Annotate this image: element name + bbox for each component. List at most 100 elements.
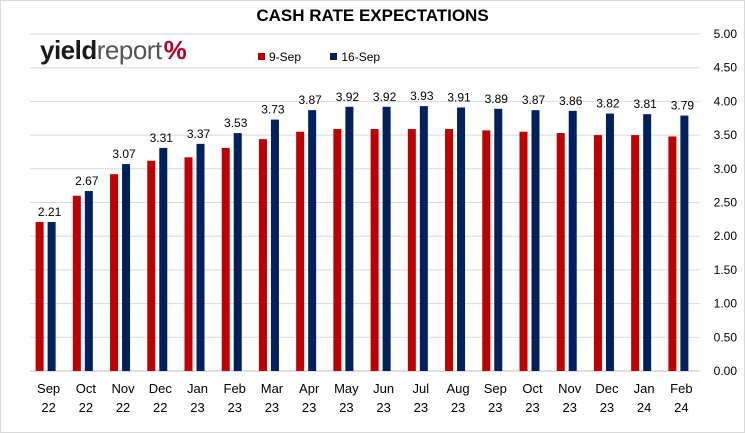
bar-16-sep [233,133,242,371]
data-label-16-sep: 3.87 [298,93,322,107]
bar-9-sep [35,222,44,371]
bar-9-sep [482,130,491,371]
y-tick-label: 4.00 [714,94,738,108]
bar-16-sep [122,164,131,371]
x-tick-label-year: 22 [153,400,167,415]
x-tick-label-year: 24 [637,400,651,415]
legend-label-16-sep: 16-Sep [341,49,381,64]
x-tick-label-year: 23 [488,400,502,415]
data-label-16-sep: 2.21 [38,205,62,219]
y-tick-label: 0.00 [714,364,738,378]
bar-9-sep [110,174,119,371]
data-label-16-sep: 3.92 [373,90,397,104]
bar-9-sep [593,135,602,371]
data-label-16-sep: 3.53 [224,116,248,130]
bar-9-sep [631,135,640,371]
bar-9-sep [72,195,81,371]
bar-16-sep [382,106,391,372]
x-tick-label-year: 23 [190,400,204,415]
legend-swatch-9-sep [258,53,265,60]
bar-9-sep [296,131,305,371]
x-tick-label-month: Oct [76,381,97,396]
x-tick-label-year: 22 [41,400,55,415]
y-tick-label: 4.50 [714,61,738,75]
data-label-16-sep: 3.79 [671,99,695,113]
x-tick-label-month: Sep [37,381,60,396]
bar-9-sep [333,129,342,371]
x-tick-label-year: 22 [116,400,130,415]
bar-16-sep [419,106,428,372]
y-tick-label: 1.50 [714,263,738,277]
legend-swatch-16-sep [330,53,338,60]
y-tick-label: 5.00 [714,27,738,41]
bar-9-sep [407,129,416,371]
chart-legend: 9-Sep 16-Sep [258,49,406,64]
x-tick-label-month: Dec [595,381,619,396]
bar-16-sep [270,119,279,372]
x-tick-label-month: Mar [261,381,284,396]
x-tick-label-month: Feb [670,381,692,396]
bar-9-sep [147,160,156,371]
bar-9-sep [184,157,193,371]
data-label-16-sep: 3.89 [485,92,509,106]
bar-16-sep [531,110,540,372]
x-tick-label-month: Jan [187,381,208,396]
data-label-16-sep: 3.91 [447,90,471,104]
data-label-16-sep: 3.93 [410,89,434,103]
bar-9-sep [668,136,677,371]
data-label-16-sep: 3.31 [150,131,174,145]
bar-16-sep [680,115,689,371]
x-tick-label-year: 24 [674,400,688,415]
x-tick-label-year: 23 [414,400,428,415]
logo-percent-icon: % [163,35,187,65]
y-tick-label: 2.50 [714,196,738,210]
y-tick-label: 1.00 [714,297,738,311]
x-tick-label-month: May [334,381,359,396]
x-tick-label-month: Nov [558,381,582,396]
legend-label-9-sep: 9-Sep [269,49,302,64]
x-tick-label-month: Jun [373,381,394,396]
x-tick-label-month: Oct [522,381,543,396]
data-label-16-sep: 3.73 [261,103,285,117]
data-label-16-sep: 3.86 [559,94,583,108]
x-tick-label-month: Aug [446,381,469,396]
bar-16-sep [605,113,614,372]
bar-16-sep [308,110,317,372]
legend-item-16-sep: 16-Sep [330,50,380,64]
y-tick-label: 3.00 [714,162,738,176]
logo-text-yield: yield [40,35,97,65]
x-tick-label-month: Jul [413,381,430,396]
x-tick-label-month: Jan [634,381,655,396]
data-label-16-sep: 2.67 [75,174,99,188]
x-tick-label-year: 23 [525,400,539,415]
x-tick-label-year: 23 [451,400,465,415]
bar-16-sep [196,143,205,371]
x-tick-label-month: Feb [224,381,246,396]
chart-title: CASH RATE EXPECTATIONS [256,6,489,25]
x-tick-label-year: 23 [562,400,576,415]
x-tick-label-year: 23 [265,400,279,415]
x-tick-label-month: Nov [111,381,135,396]
bar-9-sep [519,131,528,371]
bar-9-sep [370,129,379,371]
x-tick-label-month: Dec [149,381,173,396]
data-label-16-sep: 3.87 [522,93,546,107]
x-tick-label-year: 23 [339,400,353,415]
bar-9-sep [258,139,267,371]
data-label-16-sep: 3.07 [112,147,136,161]
bar-16-sep [457,107,466,371]
x-tick-label-year: 23 [302,400,316,415]
bar-16-sep [643,114,652,372]
x-tick-label-year: 23 [376,400,390,415]
x-tick-label-month: Sep [484,381,507,396]
bar-9-sep [556,133,565,371]
bar-16-sep [84,191,93,371]
yieldreport-logo: yieldreport% [40,35,187,65]
data-label-16-sep: 3.92 [336,90,360,104]
y-tick-label: 0.50 [714,330,738,344]
bar-9-sep [221,147,230,371]
y-tick-label: 3.50 [714,128,738,142]
bar-9-sep [445,129,454,371]
y-tick-label: 2.00 [714,229,738,243]
